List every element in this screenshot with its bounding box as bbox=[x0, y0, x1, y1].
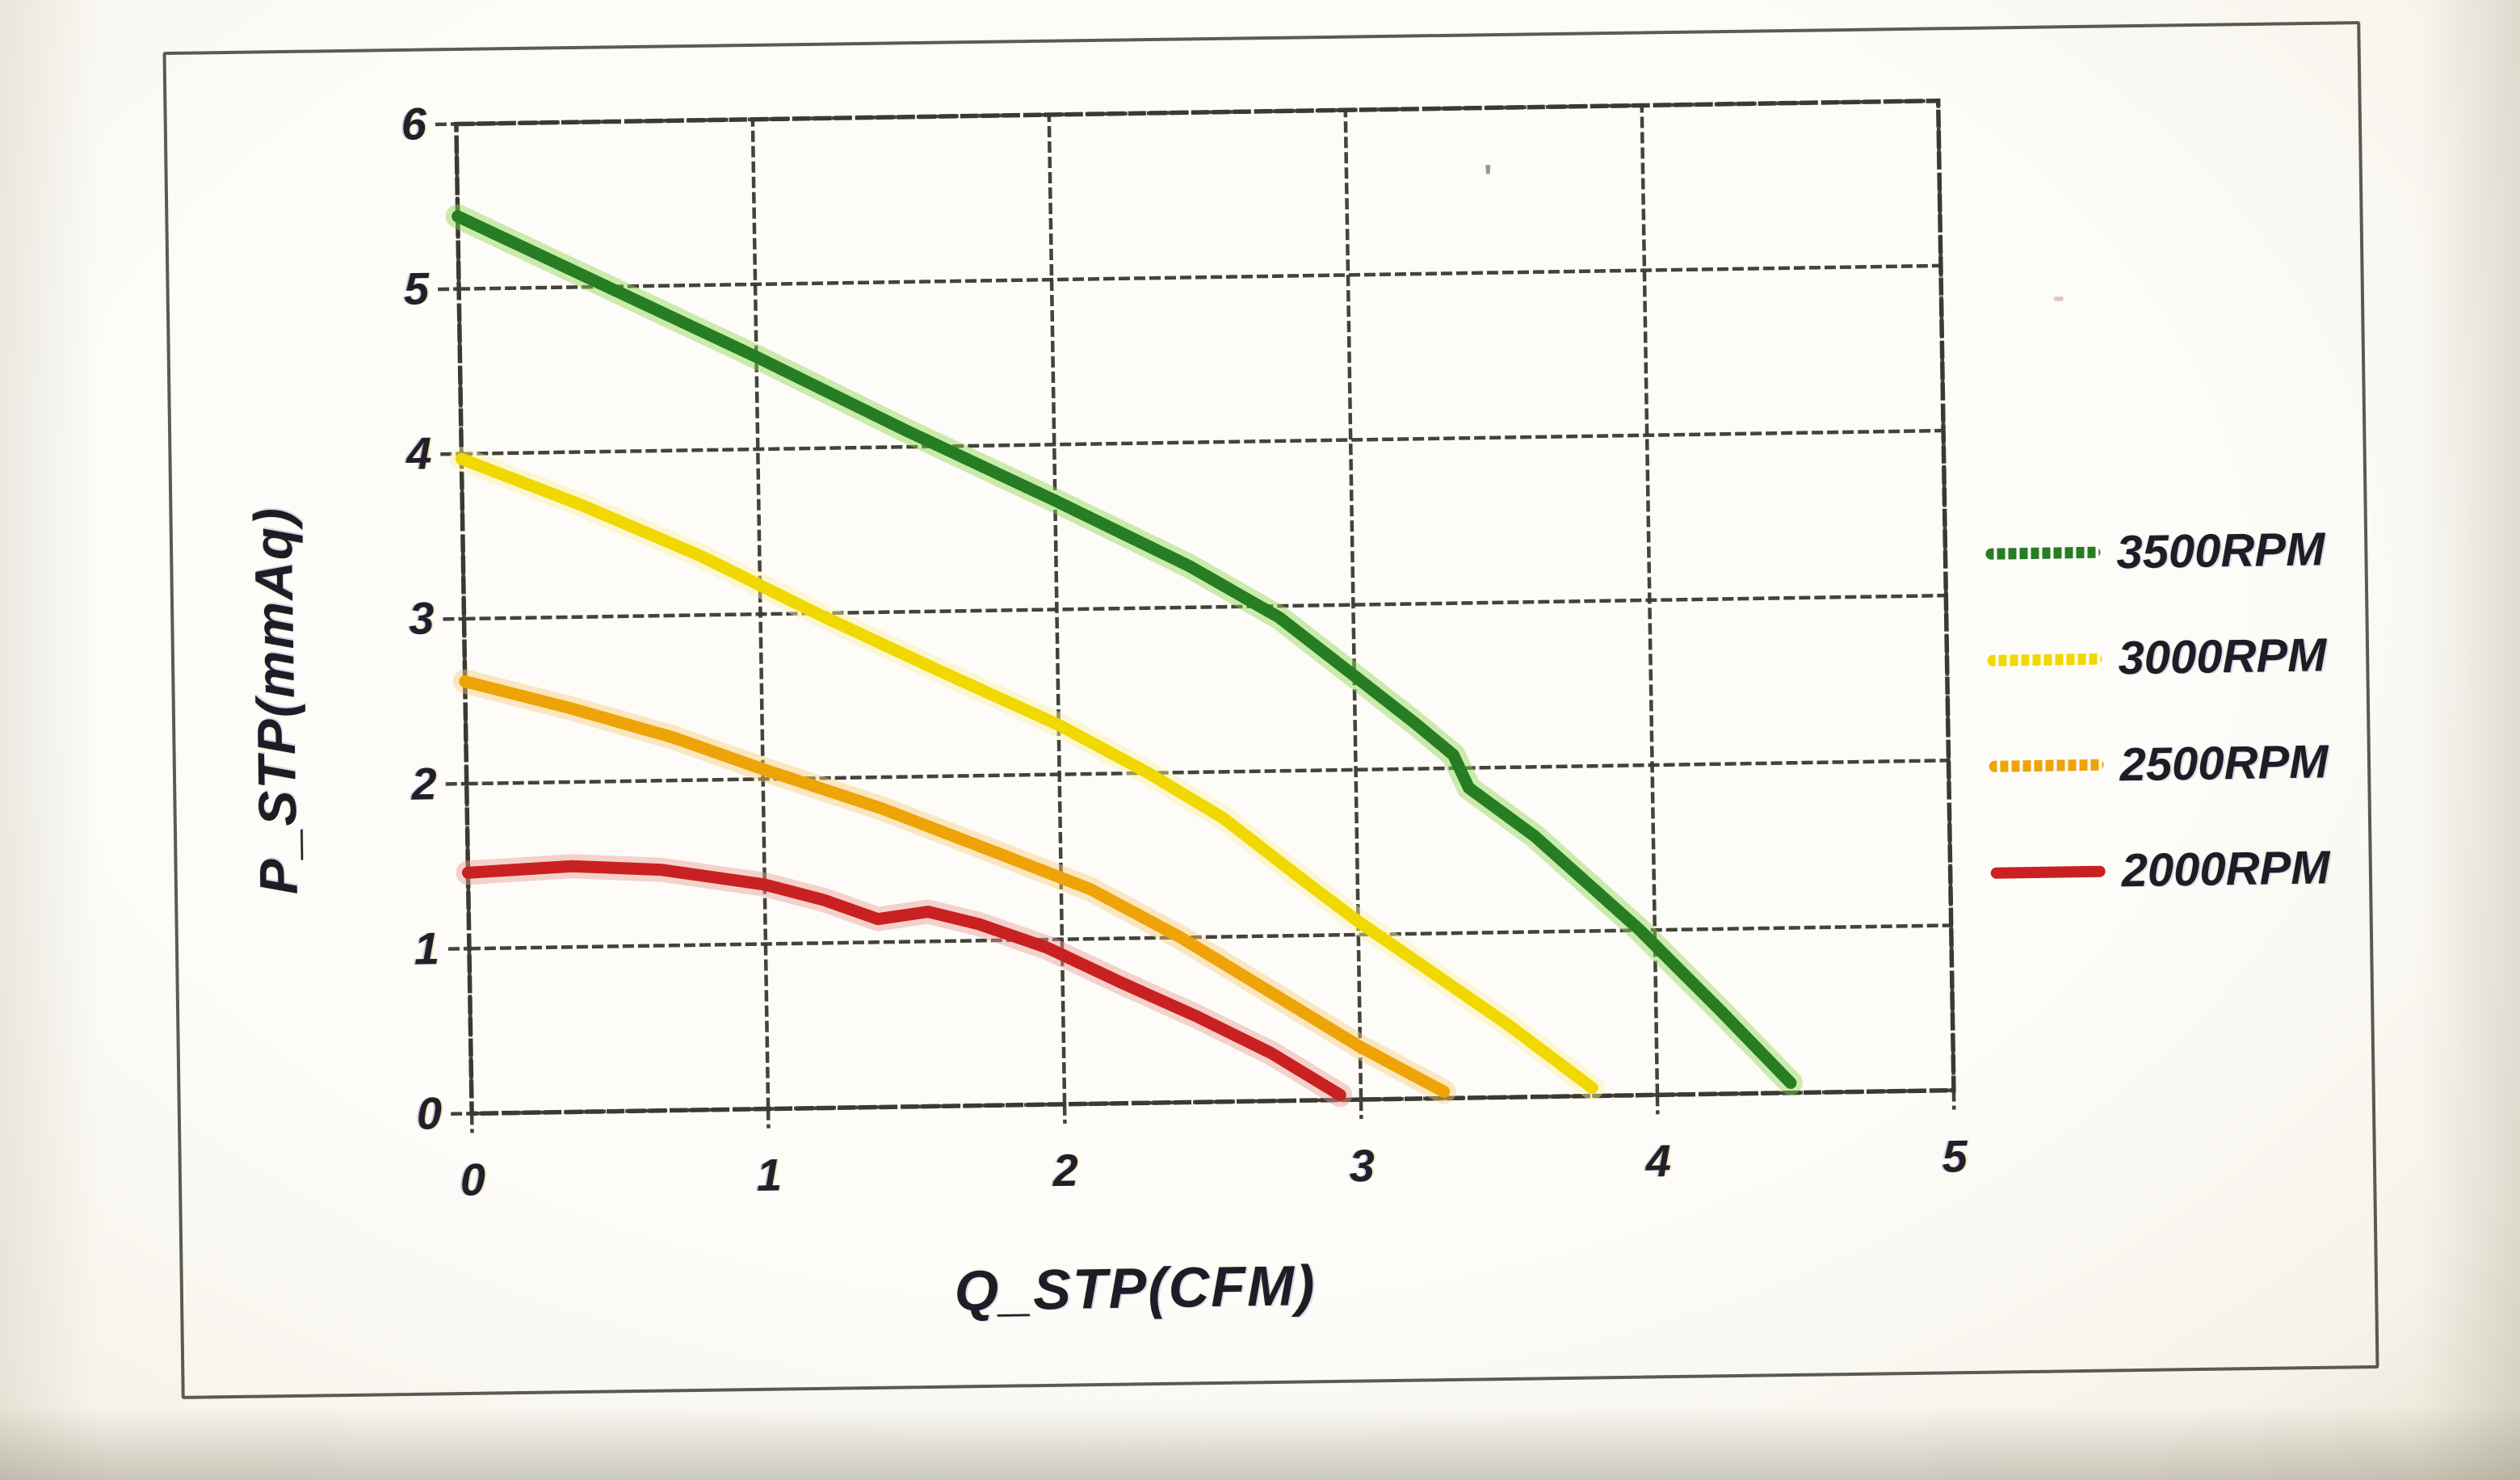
curve-2500rpm bbox=[459, 675, 1451, 1098]
legend-item-2500rpm: 2500RPM bbox=[1989, 725, 2329, 803]
y-tick-label-1: 1 bbox=[414, 923, 440, 974]
grid-line-y-5 bbox=[459, 263, 1941, 291]
legend-item-3000rpm: 3000RPM bbox=[1987, 619, 2327, 697]
y-tick-label-2: 2 bbox=[411, 757, 438, 809]
grid-line-x-3 bbox=[1343, 110, 1363, 1100]
x-tick-label-1: 1 bbox=[756, 1149, 783, 1200]
legend-item-2000rpm: 2000RPM bbox=[1990, 831, 2330, 910]
scan-dash-artifact: - bbox=[2052, 276, 2065, 317]
legend-label-2000rpm: 2000RPM bbox=[2121, 841, 2331, 898]
legend-item-3500rpm: 3500RPM bbox=[1985, 512, 2325, 591]
x-tick-label-2: 2 bbox=[1052, 1144, 1079, 1196]
grid-line-y-2 bbox=[466, 759, 1949, 786]
legend-swatch-3500rpm bbox=[1985, 546, 2101, 560]
y-tick-label-3: 3 bbox=[408, 592, 435, 645]
legend-label-2500rpm: 2500RPM bbox=[2119, 734, 2329, 791]
y-tick-label-0: 0 bbox=[416, 1087, 443, 1139]
legend-label-3000rpm: 3000RPM bbox=[2118, 629, 2327, 685]
x-tick-label-4: 4 bbox=[1645, 1135, 1672, 1187]
curve-glow-2000rpm bbox=[456, 854, 1353, 1108]
legend-swatch-2500rpm bbox=[1989, 759, 2104, 772]
curve-3500rpm bbox=[452, 210, 1797, 1089]
legend-swatch-3000rpm bbox=[1987, 653, 2102, 666]
y-axis-title: P_STP(mmAq) bbox=[242, 506, 309, 895]
grid-line-y-3 bbox=[464, 593, 1947, 621]
plot-border bbox=[454, 98, 1956, 1116]
grid-line-y-1 bbox=[468, 923, 1951, 951]
x-tick-label-0: 0 bbox=[460, 1154, 486, 1205]
y-tick-label-6: 6 bbox=[401, 98, 427, 149]
grid-line-y-4 bbox=[461, 428, 1944, 456]
legend-label-3500rpm: 3500RPM bbox=[2115, 522, 2325, 578]
scan-speck-artifact: ' bbox=[1483, 158, 1493, 198]
y-tick-label-4: 4 bbox=[405, 427, 432, 480]
x-tick-label-5: 5 bbox=[1942, 1130, 1968, 1182]
y-tick-label-5: 5 bbox=[403, 263, 430, 314]
curve-3000rpm bbox=[455, 452, 1598, 1094]
legend-swatch-2000rpm bbox=[1990, 865, 2106, 879]
curve-2000rpm bbox=[461, 860, 1346, 1101]
curve-glow-3500rpm bbox=[445, 204, 1803, 1095]
x-axis-title: Q_STP(CFM) bbox=[954, 1253, 1317, 1323]
x-tick-label-3: 3 bbox=[1349, 1139, 1376, 1192]
